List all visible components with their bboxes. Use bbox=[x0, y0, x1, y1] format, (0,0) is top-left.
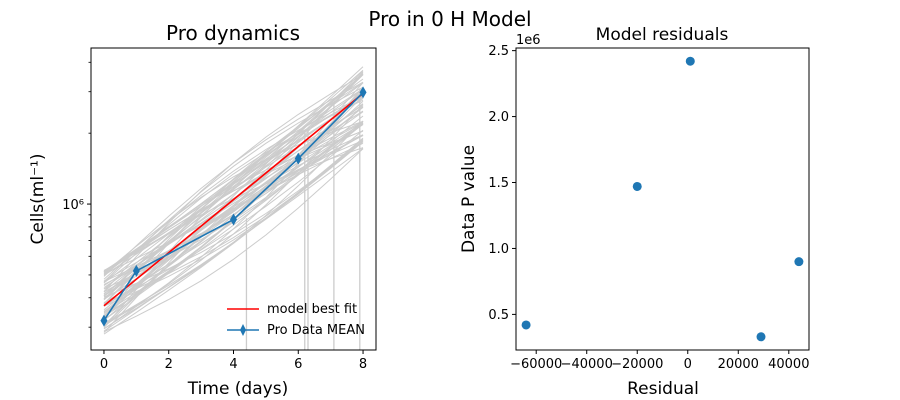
ensemble-line bbox=[103, 140, 364, 324]
ensemble-line bbox=[103, 95, 364, 280]
model-residuals-plot-frame bbox=[515, 47, 810, 351]
pro-data-mean-marker bbox=[230, 213, 237, 226]
figure-suptitle: Pro in 0 H Model bbox=[368, 7, 531, 31]
y-tick-label: 10⁶ bbox=[62, 198, 84, 213]
y-tick-label: 2.5 bbox=[488, 44, 509, 59]
pro-data-mean-marker bbox=[294, 152, 302, 165]
legend: model best fit Pro Data MEAN bbox=[227, 302, 365, 338]
x-axis-label: Time (days) bbox=[187, 379, 288, 399]
y-tick-label: 1.5 bbox=[488, 176, 509, 191]
y-axis-ticks: 0.5 1.0 1.5 2.0 2.5 bbox=[488, 44, 516, 323]
legend-label-best-fit: model best fit bbox=[267, 302, 357, 317]
ensemble-line bbox=[103, 100, 364, 300]
x-axis-ticks: 0 2 4 6 8 bbox=[100, 350, 367, 372]
y-axis-ticks: 10⁶ bbox=[62, 61, 91, 328]
y-axis-label: Data P value bbox=[459, 145, 479, 253]
ensemble-line bbox=[103, 130, 364, 275]
pro-data-mean-marker bbox=[100, 314, 108, 327]
x-tick-label: 2 bbox=[165, 357, 173, 372]
residual-point bbox=[632, 181, 642, 191]
residual-point bbox=[685, 56, 695, 66]
y-tick-label: 0.5 bbox=[488, 308, 509, 323]
x-axis-ticks: −60000−40000−20000 0 20000 40000 bbox=[510, 350, 809, 372]
y-tick-label: 2.0 bbox=[488, 110, 509, 125]
x-tick-label: −40000 bbox=[561, 357, 613, 372]
x-tick-label: 40000 bbox=[768, 357, 809, 372]
legend-label-pro-data: Pro Data MEAN bbox=[267, 323, 365, 338]
y-axis-label: Cells(ml⁻¹) bbox=[28, 154, 48, 245]
y-offset-label: 1e6 bbox=[516, 33, 541, 48]
x-tick-label: 4 bbox=[229, 357, 237, 372]
ensemble-line bbox=[103, 81, 364, 277]
legend-marker-pro-data bbox=[240, 324, 246, 336]
x-axis-label: Residual bbox=[627, 379, 699, 399]
x-tick-label: 6 bbox=[294, 357, 302, 372]
ensemble-line bbox=[103, 148, 364, 333]
ensemble-line bbox=[103, 97, 364, 273]
pro-dynamics-title: Pro dynamics bbox=[166, 21, 300, 45]
pro-data-mean-marker bbox=[359, 86, 367, 99]
pro-dynamics-chart: Pro dynamics 0 2 4 6 8 10⁶ Time (days) Cells… bbox=[28, 21, 377, 399]
x-tick-label: −60000 bbox=[510, 357, 562, 372]
x-tick-label: 0 bbox=[684, 357, 692, 372]
ensemble-line bbox=[103, 139, 364, 316]
best-fit-line bbox=[103, 92, 364, 307]
ensemble-line bbox=[103, 137, 364, 335]
model-residuals-chart: Model residuals 1e6 −60000−40000−20000 0 2… bbox=[459, 25, 810, 399]
x-tick-label: −20000 bbox=[611, 357, 663, 372]
pro-data-mean-marker bbox=[132, 264, 140, 277]
scatter-points bbox=[521, 56, 804, 342]
ensemble-line bbox=[103, 147, 364, 273]
ensemble-line bbox=[103, 73, 364, 299]
y-tick-label: 1.0 bbox=[488, 242, 509, 257]
series-group bbox=[100, 86, 367, 327]
x-tick-label: 0 bbox=[100, 357, 108, 372]
ensemble-line bbox=[103, 94, 364, 297]
ensemble-line bbox=[103, 73, 364, 288]
x-tick-label: 20000 bbox=[718, 357, 759, 372]
residual-point bbox=[794, 257, 804, 267]
model-residuals-title: Model residuals bbox=[596, 25, 729, 45]
x-tick-label: 8 bbox=[359, 357, 367, 372]
residual-point bbox=[756, 332, 766, 342]
residual-point bbox=[521, 320, 531, 330]
